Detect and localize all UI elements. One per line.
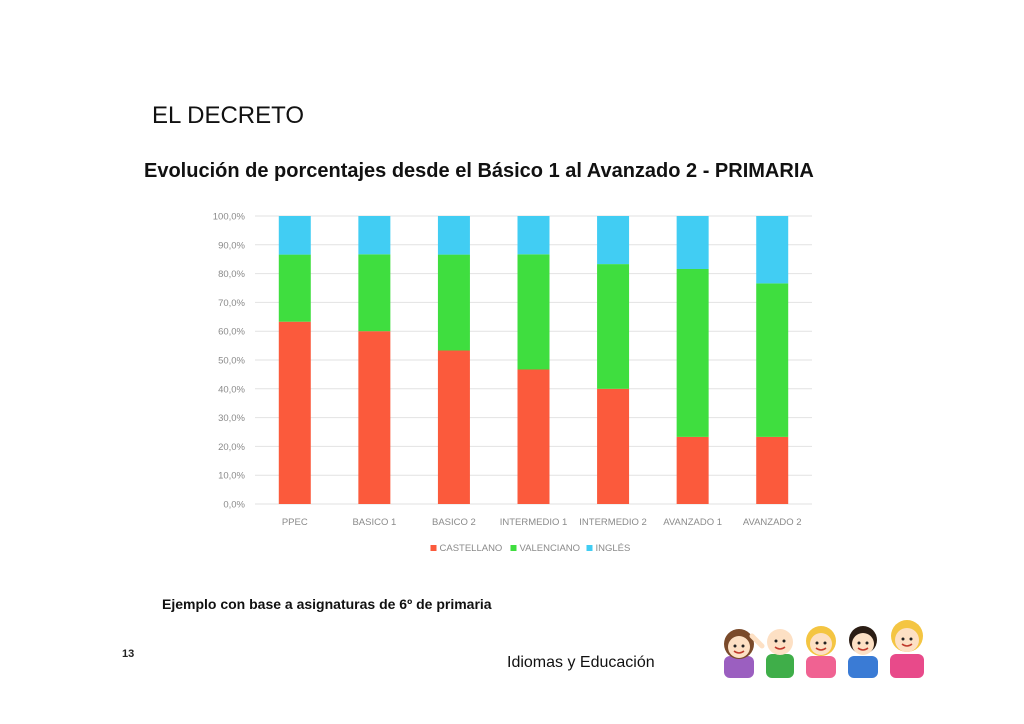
bar-ingles-4 xyxy=(597,216,630,265)
child-4 xyxy=(848,626,878,678)
bar-ingles-0 xyxy=(278,216,311,255)
legend-label-ingles: INGLÉS xyxy=(596,543,631,554)
x-tick-label: INTERMEDIO 1 xyxy=(500,517,568,528)
bar-castellano-4 xyxy=(597,388,630,504)
bar-valenciano-3 xyxy=(517,254,550,370)
y-tick-label: 10,0% xyxy=(218,471,245,482)
legend-swatch-castellano xyxy=(430,545,437,551)
y-tick-label: 0,0% xyxy=(223,500,245,511)
y-tick-label: 30,0% xyxy=(218,413,245,424)
legend-swatch-ingles xyxy=(586,545,593,551)
legend-label-valenciano: VALENCIANO xyxy=(520,543,581,554)
legend-label-castellano: CASTELLANO xyxy=(440,543,503,554)
x-tick-label: AVANZADO 2 xyxy=(743,517,802,528)
child-1 xyxy=(724,629,754,678)
bar-valenciano-0 xyxy=(278,254,311,322)
page-number: 13 xyxy=(122,648,135,660)
bar-castellano-0 xyxy=(278,321,311,504)
bar-valenciano-6 xyxy=(756,283,789,437)
bar-castellano-1 xyxy=(358,331,391,504)
y-tick-label: 70,0% xyxy=(218,298,245,309)
stacked-bar-chart: 0,0% 10,0% 20,0% 30,0% 40,0% 50,0% 60,0% 70,0% 8… xyxy=(213,212,812,554)
bar-valenciano-5 xyxy=(676,268,709,437)
x-tick-label: PPEC xyxy=(282,517,308,528)
x-tick-label: INTERMEDIO 2 xyxy=(579,517,647,528)
bar-ingles-1 xyxy=(358,216,391,255)
x-tick-label: AVANZADO 1 xyxy=(663,517,722,528)
y-tick-label: 90,0% xyxy=(218,240,245,251)
bar-ingles-5 xyxy=(676,216,709,269)
footer-text: Idiomas y Educación xyxy=(507,654,655,671)
bar-ingles-3 xyxy=(517,216,550,255)
chart-caption: Ejemplo con base a asignaturas de 6º de … xyxy=(162,596,492,612)
bar-castellano-6 xyxy=(756,436,789,504)
children-illustration xyxy=(724,620,924,678)
y-tick-label: 50,0% xyxy=(218,356,245,367)
slide-heading: EL DECRETO xyxy=(152,102,305,129)
bar-ingles-6 xyxy=(756,216,789,284)
bar-castellano-5 xyxy=(676,436,709,504)
y-tick-label: 80,0% xyxy=(218,269,245,280)
y-tick-label: 60,0% xyxy=(218,327,245,338)
bar-castellano-3 xyxy=(517,369,550,504)
child-5 xyxy=(890,620,924,678)
bar-valenciano-4 xyxy=(597,264,630,389)
chart-title: Evolución de porcentajes desde el Básico… xyxy=(144,160,814,182)
bar-valenciano-2 xyxy=(437,254,470,351)
y-tick-label: 40,0% xyxy=(218,384,245,395)
child-3 xyxy=(806,626,836,678)
y-tick-label: 20,0% xyxy=(218,442,245,453)
bar-valenciano-1 xyxy=(358,254,391,332)
x-tick-label: BASICO 1 xyxy=(352,517,396,528)
bar-castellano-2 xyxy=(437,350,470,504)
legend-swatch-valenciano xyxy=(510,545,517,551)
child-2 xyxy=(749,629,794,678)
y-tick-label: 100,0% xyxy=(213,212,246,223)
bar-ingles-2 xyxy=(437,216,470,255)
x-tick-label: BASICO 2 xyxy=(432,517,476,528)
